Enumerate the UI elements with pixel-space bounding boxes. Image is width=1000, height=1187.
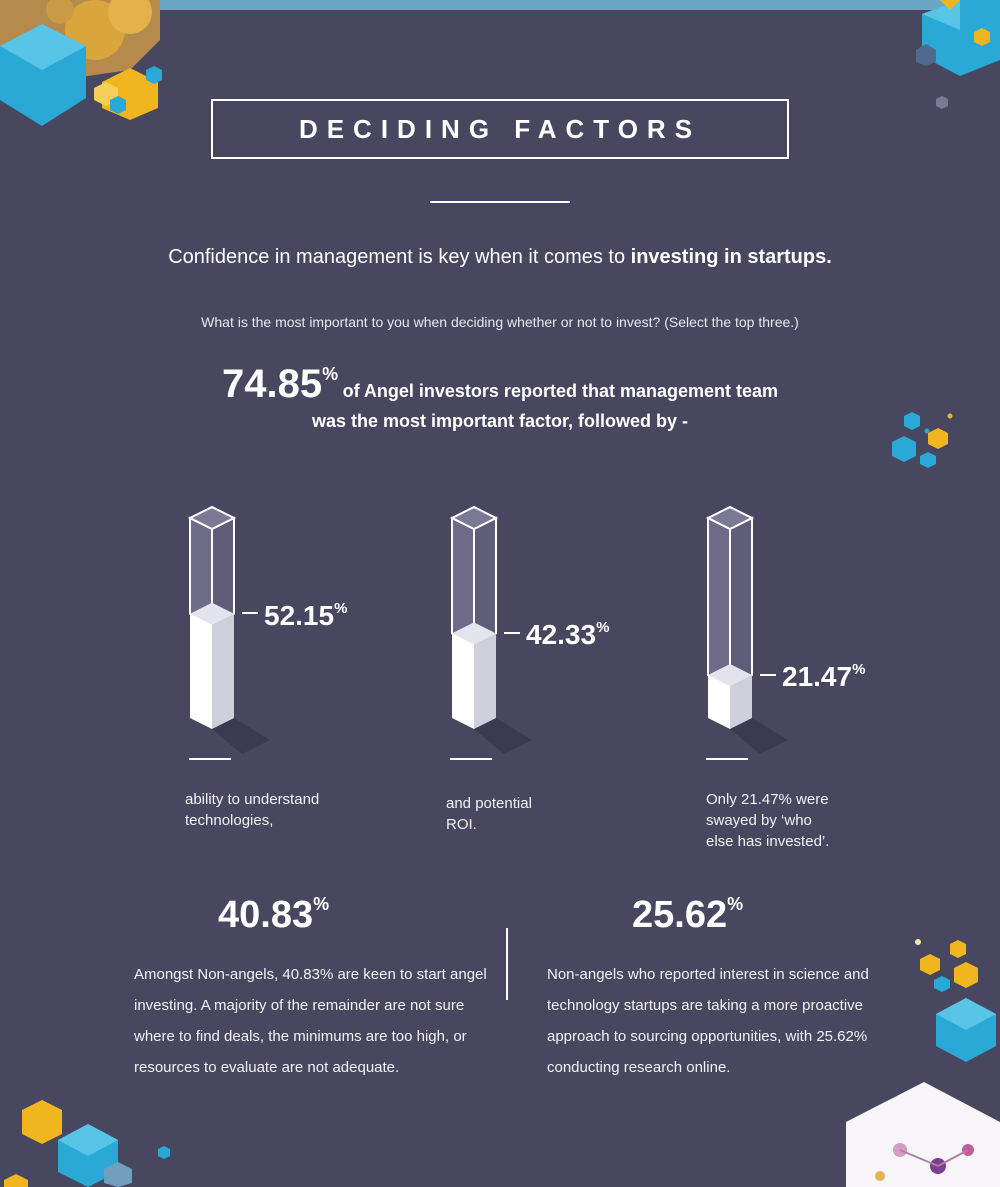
hexagon-cluster-bottom-left	[4, 1100, 170, 1187]
bar-caption-2: Only 21.47% were swayed by ‘who else has…	[706, 789, 829, 852]
intro-sentence: Confidence in management is key when it …	[0, 246, 1000, 269]
bar-glass-side-2	[729, 516, 753, 688]
hexagon-cluster-top-right	[916, 0, 1000, 109]
bar-caption-0: ability to understand technologies,	[185, 789, 319, 831]
survey-question: What is the most important to you when d…	[201, 314, 799, 330]
bar-glass-top-2	[705, 505, 755, 531]
stat-line: investing. A majority of the remainder a…	[134, 997, 465, 1014]
stat-value: 25.62	[632, 894, 728, 936]
title-box: DECIDING FACTORS	[211, 99, 789, 159]
hexagon-cluster-right-lower	[915, 939, 996, 1062]
bar-fill-top-2	[708, 664, 752, 687]
bar-unit: %	[852, 661, 866, 679]
bar-underline-2	[706, 758, 748, 760]
stats-divider	[506, 928, 508, 1000]
headline-stat: 74.85% of Angel investors reported that …	[0, 362, 1000, 407]
bar-pointer-dash	[242, 612, 258, 615]
top-accent-bar	[0, 0, 1000, 10]
bar-value: 52.15	[264, 599, 335, 631]
non-angel-description: Amongst Non-angels, 40.83% are keen to s…	[134, 959, 494, 1083]
bar-fill-top-0	[190, 602, 234, 625]
bar-glass-top-0	[187, 505, 237, 531]
stat-line: where to find deals, the minimums are to…	[134, 1028, 467, 1045]
bar-fill-side-2	[730, 675, 752, 729]
caption-line: ROI.	[446, 816, 477, 833]
bar-fill-front-2	[708, 675, 730, 729]
stat-line: resources to evaluate are not adequate.	[134, 1059, 400, 1076]
caption-line: Only 21.47% were	[706, 791, 829, 808]
research-online-description: Non-angels who reported interest in scie…	[547, 959, 907, 1083]
research-online-stat: 25.62%	[632, 894, 743, 937]
caption-line: else has invested’.	[706, 833, 830, 850]
stat-unit: %	[313, 894, 330, 914]
bar-pointer-dash	[504, 631, 520, 634]
title-underline	[430, 201, 570, 203]
non-angel-stat: 40.83%	[218, 894, 329, 937]
hexagon-cluster-right-middle	[892, 412, 953, 468]
bar-shadow-1	[474, 718, 532, 754]
caption-line: ability to understand	[185, 791, 320, 808]
bar-fill-front-1	[452, 633, 474, 729]
bar-value-label-1: 42.33%	[504, 619, 609, 651]
bar-value-label-0: 52.15%	[242, 600, 347, 632]
stat-unit: %	[727, 894, 744, 914]
bar-glass-front-2	[707, 516, 731, 688]
stat-line: conducting research online.	[547, 1059, 731, 1076]
caption-line: swayed by ‘who	[706, 812, 812, 829]
stat-line: technology startups are taking a more pr…	[547, 997, 864, 1014]
bar-value: 21.47	[782, 661, 853, 693]
headline-line-2: was the most important factor, followed …	[311, 411, 689, 431]
bar-shadow-2	[730, 718, 788, 754]
stat-line: Amongst Non-angels, 40.83% are keen to s…	[134, 966, 487, 983]
bar-fill-top-1	[452, 622, 496, 645]
bar-shadow-0	[212, 718, 270, 754]
headline-value: 74.85	[222, 362, 323, 406]
bar-fill-side-0	[212, 613, 234, 729]
bar-value: 42.33	[526, 619, 597, 651]
caption-line: and potential	[446, 795, 532, 812]
bar-caption-1: and potential ROI.	[446, 793, 532, 835]
bar-unit: %	[334, 599, 348, 617]
hexagon-cluster-top-left	[0, 24, 162, 126]
bar-underline-1	[450, 758, 492, 760]
bar-underline-0	[189, 758, 231, 760]
intro-bold-text: investing in startups.	[630, 246, 832, 268]
headline-unit: %	[322, 364, 339, 384]
bar-pointer-dash	[760, 673, 776, 676]
bar-unit: %	[596, 619, 610, 637]
bar-fill-front-0	[190, 613, 212, 729]
stat-line: approach to sourcing opportunities, with…	[547, 1028, 868, 1045]
bar-value-label-2: 21.47%	[760, 661, 865, 693]
page-title: DECIDING FACTORS	[298, 113, 702, 144]
intro-plain-text: Confidence in management is key when it …	[168, 246, 626, 268]
headline-line-1: of Angel investors reported that managem…	[342, 381, 778, 401]
bar-fill-side-1	[474, 633, 496, 729]
stat-line: Non-angels who reported interest in scie…	[547, 966, 869, 983]
molecule-photo-icon	[846, 1082, 1000, 1187]
caption-line: technologies,	[185, 812, 274, 829]
stat-value: 40.83	[218, 894, 314, 936]
bar-glass-top-1	[449, 505, 499, 531]
